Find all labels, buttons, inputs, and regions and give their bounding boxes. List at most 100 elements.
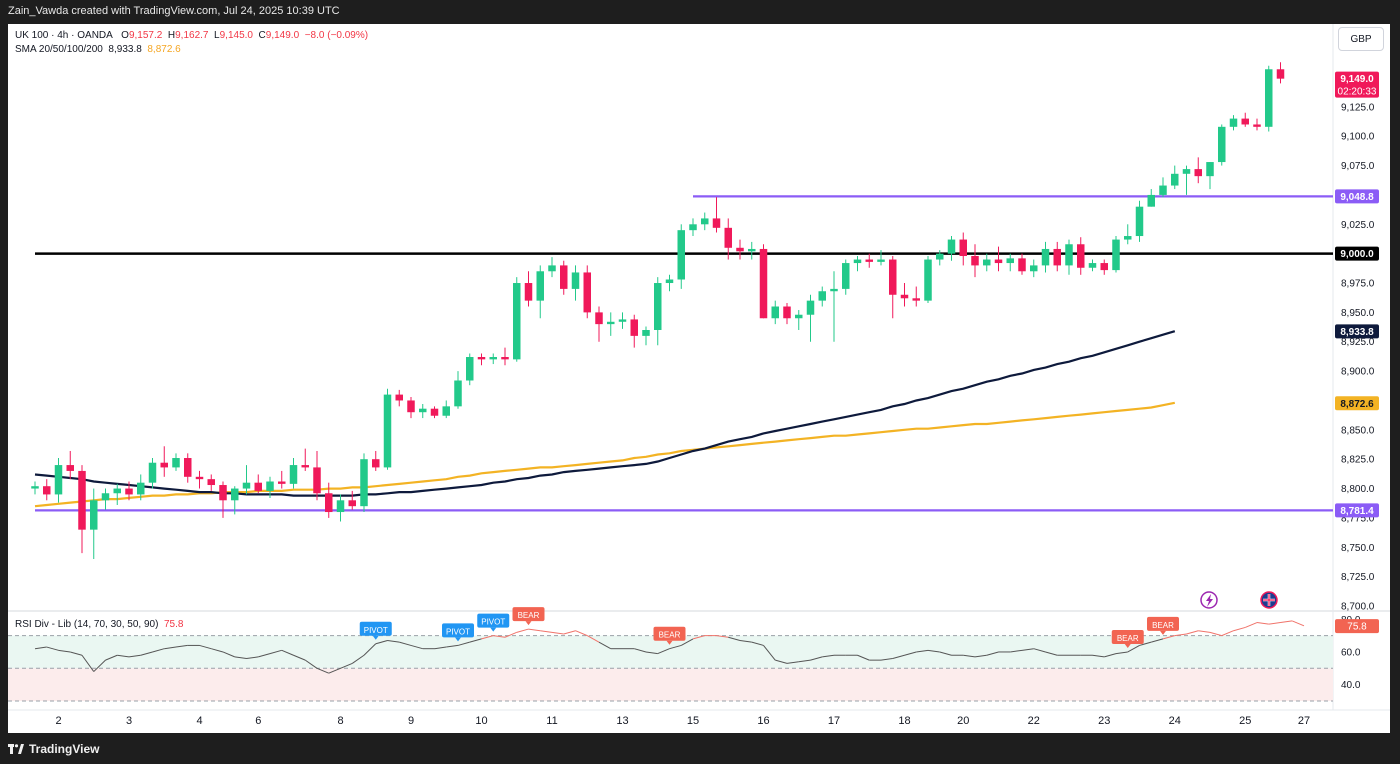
candle-body <box>1135 206 1144 237</box>
legend-high-label: H <box>167 30 176 41</box>
candle-body <box>430 408 439 416</box>
candle-body <box>54 465 63 495</box>
rsi-line-segment <box>587 635 600 643</box>
candle <box>1276 62 1285 84</box>
candle-body <box>1030 265 1038 272</box>
rsi-line-segment <box>504 631 517 638</box>
rsi-line-segment <box>751 641 764 646</box>
x-tick-label: 4 <box>196 715 202 727</box>
candle-body <box>701 218 709 225</box>
candle <box>148 458 157 489</box>
candle <box>1053 241 1061 272</box>
candle <box>407 396 415 419</box>
tag-pointer <box>1124 643 1131 648</box>
candle-body <box>1253 124 1261 127</box>
candle-body <box>266 481 274 491</box>
candle <box>983 253 991 272</box>
candle-body <box>90 500 98 530</box>
candle-body <box>395 394 403 401</box>
rsi-value-tag-text: 75.8 <box>1347 622 1367 633</box>
candle-body <box>278 481 286 484</box>
candle-body <box>513 283 521 360</box>
legend-sma: SMA 20/50/100/200 8,933.8 8,872.6 <box>15 44 181 55</box>
candle <box>877 250 885 266</box>
candle-body <box>877 259 885 262</box>
y-tick-label: 8,975.0 <box>1341 279 1375 290</box>
candle-body <box>1088 263 1097 268</box>
rsi-line-segment <box>563 630 576 635</box>
candle <box>348 490 356 510</box>
candle-body <box>195 476 204 480</box>
candle-body <box>536 271 544 301</box>
candle <box>31 481 39 495</box>
tradingview-logo[interactable]: TradingView <box>8 742 99 756</box>
candle <box>1206 162 1214 190</box>
rsi-line-segment <box>1151 638 1164 643</box>
candle-body <box>301 465 309 468</box>
rsi-line-segment <box>81 654 95 672</box>
x-tick-label: 10 <box>475 715 487 727</box>
candle-body <box>1171 173 1179 186</box>
rsi-line-segment <box>1198 630 1211 633</box>
header-bar: Zain_Vawda created with TradingView.com,… <box>0 0 1400 24</box>
chart-panel[interactable]: 9,125.0 9,100.0 9,075.0 9,025.0 8,975.0 8,950… <box>8 24 1390 733</box>
chart-canvas[interactable]: 9,125.0 9,100.0 9,075.0 9,025.0 8,975.0 8,950… <box>8 24 1390 733</box>
rsi-line-segment <box>481 635 494 640</box>
rsi-line-segment <box>281 649 294 656</box>
candle <box>1218 124 1226 166</box>
rsi-line-segment <box>986 651 999 656</box>
candle-body <box>113 488 121 494</box>
level-tag-lower-text: 8,781.4 <box>1340 506 1374 517</box>
x-tick-label: 20 <box>957 715 969 727</box>
candle <box>66 450 74 480</box>
uk-flag-icon <box>1260 591 1278 609</box>
candle <box>1194 157 1202 184</box>
rsi-line-segment <box>669 644 682 650</box>
rsi-line-segment <box>340 662 353 669</box>
rsi-value-tag-bg <box>1335 619 1379 634</box>
rsi-line-segment <box>1045 651 1058 656</box>
y-tick-label: 8,925.0 <box>1341 337 1375 348</box>
candle <box>736 239 744 260</box>
rsi-line-segment <box>293 654 306 661</box>
candle-body <box>43 486 51 495</box>
footer-bar: TradingView <box>0 733 1400 764</box>
rsi-line-segment <box>880 658 893 661</box>
last-price-tag-bg <box>1335 71 1379 98</box>
tag-text: PIVOT <box>446 627 470 636</box>
chart-credit: Zain_Vawda created with TradingView.com,… <box>8 5 340 17</box>
candle-body <box>1041 248 1050 266</box>
tag-text: BEAR <box>659 631 681 640</box>
candle-body <box>900 294 909 299</box>
rsi-line-segment <box>1245 622 1258 628</box>
candle <box>1229 115 1238 131</box>
candle-body <box>924 259 932 301</box>
candle <box>1135 200 1144 242</box>
candle-body <box>677 230 685 280</box>
rsi-line-segment <box>1127 644 1140 653</box>
currency-button[interactable]: GBP <box>1338 27 1384 51</box>
candle <box>430 406 439 419</box>
candle <box>360 453 368 513</box>
y-tick-label: 9,025.0 <box>1341 220 1375 231</box>
rsi-tick-label: 40.0 <box>1341 680 1361 691</box>
rsi-line-segment <box>457 641 470 646</box>
candle-body <box>806 300 815 315</box>
candle <box>560 260 568 295</box>
candle <box>818 286 826 307</box>
candle <box>524 271 533 307</box>
tag-pointer <box>1160 630 1166 635</box>
candle-body <box>1018 258 1026 272</box>
x-tick-label: 18 <box>898 715 910 727</box>
candle <box>266 476 274 498</box>
x-tick-label: 25 <box>1239 715 1251 727</box>
rsi-line-segment <box>657 648 670 655</box>
candle-body <box>207 479 215 486</box>
sma-slow-tag-text: 8,872.6 <box>1340 399 1374 410</box>
candle-body <box>1218 126 1226 163</box>
rsi-line-segment <box>93 659 106 672</box>
lightning-icon-bolt <box>1206 594 1213 607</box>
candle <box>936 250 944 266</box>
rsi-line-segment <box>857 654 870 661</box>
tag-text: BEAR <box>518 611 540 620</box>
